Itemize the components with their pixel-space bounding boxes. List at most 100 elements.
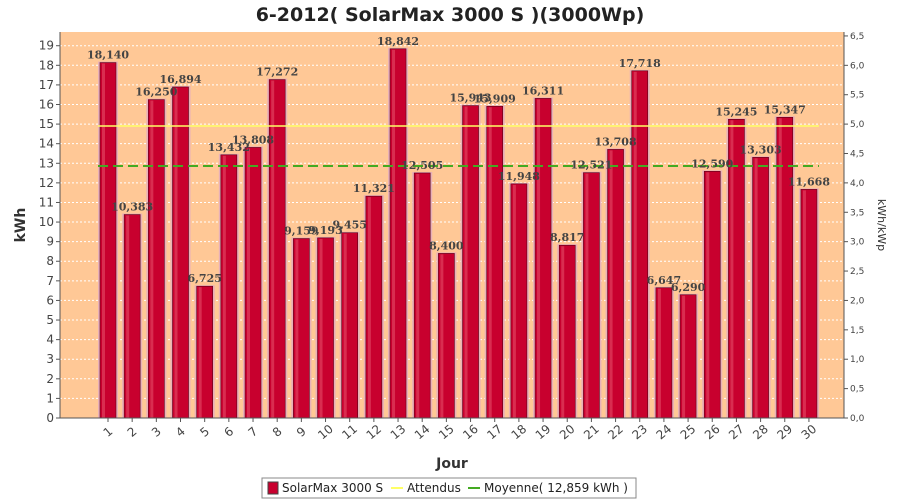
data-label: 12,590 bbox=[691, 157, 733, 170]
y-tick-label: 0 bbox=[46, 411, 54, 425]
bar-highlight bbox=[271, 80, 275, 419]
data-label: 13,708 bbox=[595, 135, 637, 148]
data-label: 6,290 bbox=[671, 281, 706, 294]
data-label: 9,455 bbox=[332, 219, 366, 232]
data-label: 18,842 bbox=[377, 35, 419, 48]
chart-title: 6-2012( SolarMax 3000 S )(3000Wp) bbox=[256, 4, 645, 26]
data-label: 6,725 bbox=[187, 272, 221, 285]
data-label: 11,321 bbox=[353, 182, 395, 195]
x-tick-label: 12 bbox=[364, 422, 385, 443]
x-tick-label: 18 bbox=[509, 422, 530, 443]
bar-highlight bbox=[367, 197, 371, 418]
x-tick-label: 27 bbox=[726, 422, 747, 443]
data-label: 10,383 bbox=[111, 201, 153, 214]
y-tick-label: 17 bbox=[39, 78, 54, 92]
y-tick-label: 8 bbox=[46, 254, 54, 268]
y-right-tick-label: 0,0 bbox=[850, 414, 865, 424]
x-tick-label: 16 bbox=[460, 422, 481, 443]
x-tick-label: 17 bbox=[484, 422, 505, 443]
bar-highlight bbox=[343, 233, 347, 418]
y-axis-label: kWh bbox=[13, 208, 29, 243]
data-label: 13,303 bbox=[740, 143, 782, 156]
y-tick-label: 3 bbox=[46, 352, 54, 366]
x-tick-label: 24 bbox=[654, 422, 675, 443]
x-tick-label: 14 bbox=[412, 422, 433, 443]
y-right-tick-label: 2,5 bbox=[850, 267, 864, 277]
bar-highlight bbox=[754, 158, 758, 419]
data-label: 18,140 bbox=[87, 49, 129, 62]
data-label: 15,245 bbox=[715, 105, 757, 118]
bar-highlight bbox=[102, 63, 105, 418]
y-tick-label: 11 bbox=[39, 195, 54, 209]
bar-highlight bbox=[561, 246, 565, 418]
bar-highlight bbox=[609, 150, 613, 418]
data-label: 11,668 bbox=[788, 175, 830, 188]
x-axis-label: Jour bbox=[435, 456, 468, 472]
x-tick-label: 3 bbox=[149, 424, 164, 440]
data-label: 13,808 bbox=[232, 133, 274, 146]
data-label: 8,400 bbox=[429, 239, 464, 252]
data-label: 17,718 bbox=[619, 57, 661, 70]
x-tick-label: 2 bbox=[125, 424, 140, 440]
x-tick-label: 11 bbox=[339, 422, 360, 443]
data-label: 11,948 bbox=[498, 170, 540, 183]
y-tick-label: 9 bbox=[46, 235, 54, 249]
y-axis-right-label: kWh/kWp bbox=[875, 199, 888, 251]
y-right-tick-label: 2,0 bbox=[850, 296, 865, 306]
bar-highlight bbox=[295, 239, 299, 418]
x-axis: 1 2 3 4 5 6 7 8 9 10 11 12 13 14 15 16 17 18 19 20 21 22 23 24 2… bbox=[60, 417, 844, 443]
bar-highlight bbox=[416, 173, 420, 418]
y-tick-label: 1 bbox=[46, 391, 54, 405]
x-tick-label: 5 bbox=[197, 424, 212, 440]
legend-box bbox=[261, 477, 637, 499]
legend-label-moyenne: Moyenne( 12,859 kWh ) bbox=[484, 481, 628, 495]
y-tick-label: 5 bbox=[46, 313, 54, 327]
x-tick-label: 6 bbox=[221, 424, 236, 440]
bar-highlight bbox=[730, 120, 734, 418]
data-label: 6,647 bbox=[647, 274, 681, 287]
data-label: 16,894 bbox=[159, 73, 201, 86]
y-tick-label: 4 bbox=[46, 333, 54, 347]
data-label: 15,943 bbox=[449, 92, 491, 105]
bar-highlight bbox=[778, 118, 782, 418]
bar-highlight bbox=[198, 287, 202, 418]
x-tick-label: 8 bbox=[270, 424, 285, 440]
bar-highlight bbox=[150, 100, 154, 418]
y-right-tick-label: 0,5 bbox=[850, 385, 864, 395]
legend-label-attendus: Attendus bbox=[407, 481, 461, 495]
x-tick-label: 10 bbox=[315, 422, 336, 443]
x-tick-label: 22 bbox=[605, 422, 626, 443]
data-label: 12,521 bbox=[570, 159, 612, 172]
data-label: 16,311 bbox=[522, 84, 564, 97]
legend-label-solarmax: SolarMax 3000 S bbox=[282, 481, 383, 495]
x-tick-label: 1 bbox=[101, 424, 116, 440]
y-right-tick-label: 4,5 bbox=[850, 149, 864, 159]
x-tick-label: 19 bbox=[533, 422, 554, 443]
y-right-tick-label: 6,0 bbox=[850, 61, 865, 71]
bar-highlight bbox=[512, 184, 516, 418]
x-tick-label: 30 bbox=[799, 422, 820, 443]
y-right-tick-label: 5,5 bbox=[850, 91, 864, 101]
x-tick-label: 29 bbox=[774, 422, 795, 443]
y-right-tick-label: 1,0 bbox=[850, 355, 865, 365]
y-tick-label: 14 bbox=[39, 137, 54, 151]
y-tick-label: 10 bbox=[39, 215, 54, 229]
bar-highlight bbox=[682, 295, 686, 418]
data-label: 16,250 bbox=[135, 86, 177, 99]
bar-highlight bbox=[222, 155, 226, 418]
y-tick-label: 7 bbox=[46, 274, 54, 288]
data-label: 17,272 bbox=[256, 66, 298, 79]
data-label: 8,817 bbox=[550, 231, 584, 244]
bar-highlight bbox=[126, 215, 130, 418]
y-axis-right: 0,0 0,5 1,0 1,5 2,0 2,5 3,0 3,5 4,0 4,5 5,0 5,5 6,0 6… bbox=[843, 32, 865, 424]
legend: SolarMax 3000 S Attendus Moyenne( 12,859… bbox=[261, 477, 637, 499]
bar-highlight bbox=[174, 87, 178, 419]
bar-highlight bbox=[657, 288, 661, 418]
x-tick-label: 4 bbox=[173, 424, 188, 440]
y-right-tick-label: 1,5 bbox=[850, 326, 864, 336]
bar-highlight bbox=[537, 99, 541, 419]
x-tick-label: 15 bbox=[436, 422, 457, 443]
